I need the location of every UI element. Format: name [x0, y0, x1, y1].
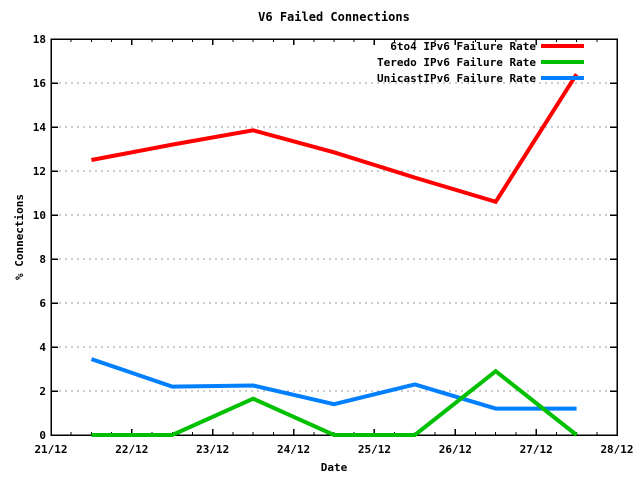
series-line-teredo-ipv6-failure-rate — [91, 368, 578, 437]
y-tick-label: 14 — [33, 121, 47, 134]
y-tick-label: 12 — [33, 165, 46, 178]
y-tick-label: 0 — [39, 429, 46, 442]
y-tick-label: 10 — [33, 209, 46, 222]
y-tick-label: 18 — [33, 33, 46, 46]
y-tick-label: 4 — [39, 341, 46, 354]
legend-label-unicastipv6-failure-rate: UnicastIPv6 Failure Rate — [377, 72, 536, 85]
y-tick-label: 16 — [33, 77, 47, 90]
x-tick-label: 27/12 — [520, 443, 553, 456]
legend-label-6to4-ipv6-failure-rate: 6to4 IPv6 Failure Rate — [390, 40, 536, 53]
y-tick-label: 8 — [39, 253, 46, 266]
chart-title: V6 Failed Connections — [258, 10, 410, 24]
y-axis-title: % Connections — [13, 193, 26, 281]
x-tick-label: 26/12 — [439, 443, 472, 456]
x-tick-label: 21/12 — [34, 443, 67, 456]
x-tick-label: 25/12 — [358, 443, 391, 456]
series-line-unicastipv6-failure-rate — [90, 357, 577, 411]
y-tick-label: 2 — [39, 385, 46, 398]
x-tick-label: 23/12 — [196, 443, 229, 456]
x-tick-label: 24/12 — [277, 443, 310, 456]
y-tick-label: 6 — [39, 297, 46, 310]
x-axis-title: Date — [320, 461, 348, 474]
series-line-6to4-ipv6-failure-rate — [91, 73, 579, 205]
x-tick-label: 22/12 — [115, 443, 148, 456]
legend-label-teredo-ipv6-failure-rate: Teredo IPv6 Failure Rate — [377, 56, 536, 69]
x-tick-label: 28/12 — [600, 443, 633, 456]
